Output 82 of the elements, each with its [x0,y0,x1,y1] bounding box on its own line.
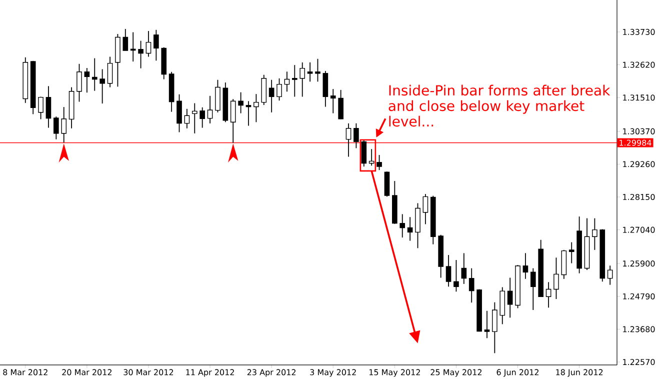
x-tick-label: 6 Jun 2012 [496,369,538,377]
candlestick [61,106,67,144]
x-tick-label: 15 May 2012 [369,369,420,377]
candlestick [268,79,274,113]
y-tick-label: 1.27040 [623,226,655,233]
ref-line-label: 1.29984 [620,140,652,146]
candlestick [138,40,144,69]
candlestick [322,70,328,108]
candlestick [76,63,82,102]
candlestick [146,30,152,58]
candlestick [361,139,367,167]
candlestick [468,268,474,304]
candlestick [554,257,559,300]
candlestick [215,79,220,113]
candlestick [184,108,190,129]
candlestick [300,62,306,98]
candlestick [607,265,613,286]
candlestick [315,58,320,82]
candlestick [446,254,452,288]
x-tick-label: 20 Mar 2012 [62,369,112,376]
candlestick [192,102,198,134]
y-tick-label: 1.33730 [623,28,655,35]
candlestick [92,58,98,92]
candlestick [207,95,213,124]
candlestick [561,249,567,280]
annotation: Inside-Pin bar forms after break and close below key market level... [388,84,610,127]
candlestick [261,74,267,106]
candlestick [484,310,490,339]
candlestick [492,302,498,354]
candlestick [507,277,513,318]
candlestick [338,89,344,120]
candlestick [454,260,459,292]
y-tick-label: 1.24790 [623,293,655,300]
candlestick [154,29,159,62]
candlestick [415,202,420,249]
candlestick [130,32,136,62]
candlestick [407,216,413,242]
y-tick-label: 1.30370 [623,128,655,134]
candlestick [330,88,336,114]
y-tick-label: 1.22570 [623,358,655,366]
candlestick [546,282,552,308]
x-tick-label: 11 Apr 2012 [186,369,234,377]
candlestick [46,86,52,128]
candlestick [38,96,44,120]
x-tick-label: 8 Mar 2012 [3,369,48,376]
y-tick-label: 1.29260 [623,161,655,168]
candlestick [422,194,428,225]
candlestick [384,171,390,198]
candlestick [592,218,598,250]
candlestick [254,94,259,123]
x-tick-label: 18 Jun 2012 [556,369,603,377]
candlestick [346,122,352,158]
candlestick [530,268,536,310]
candlestick [107,56,113,88]
y-tick-label: 1.32620 [623,62,655,68]
candlestick [522,252,528,280]
candlestick [246,100,252,126]
y-tick-label: 1.28150 [623,194,655,200]
candlestick [568,242,574,264]
candlestick [307,62,313,82]
candlestick [461,252,467,284]
candlestick [54,116,59,140]
candlestick [400,214,406,238]
candlestick [238,92,244,114]
candlestick [100,68,105,104]
candlestick [84,68,90,94]
candlestick [176,94,182,133]
candlestick [276,78,282,102]
x-tick-label: 25 May 2012 [430,369,482,377]
x-tick-label: 3 May 2012 [310,369,356,377]
candlestick [230,98,236,144]
x-tick-label: 30 Mar 2012 [124,369,174,376]
y-tick-label: 1.23680 [623,326,655,332]
candlestick [354,122,359,149]
candlestick [376,154,382,171]
candlestick [200,106,205,128]
candlestick [122,28,128,52]
y-tick-label: 1.25900 [623,260,655,267]
y-tick-label: 1.31510 [623,94,655,101]
candlestick [284,71,290,92]
candlestick [292,64,298,98]
x-tick-label: 23 Apr 2012 [247,369,296,377]
